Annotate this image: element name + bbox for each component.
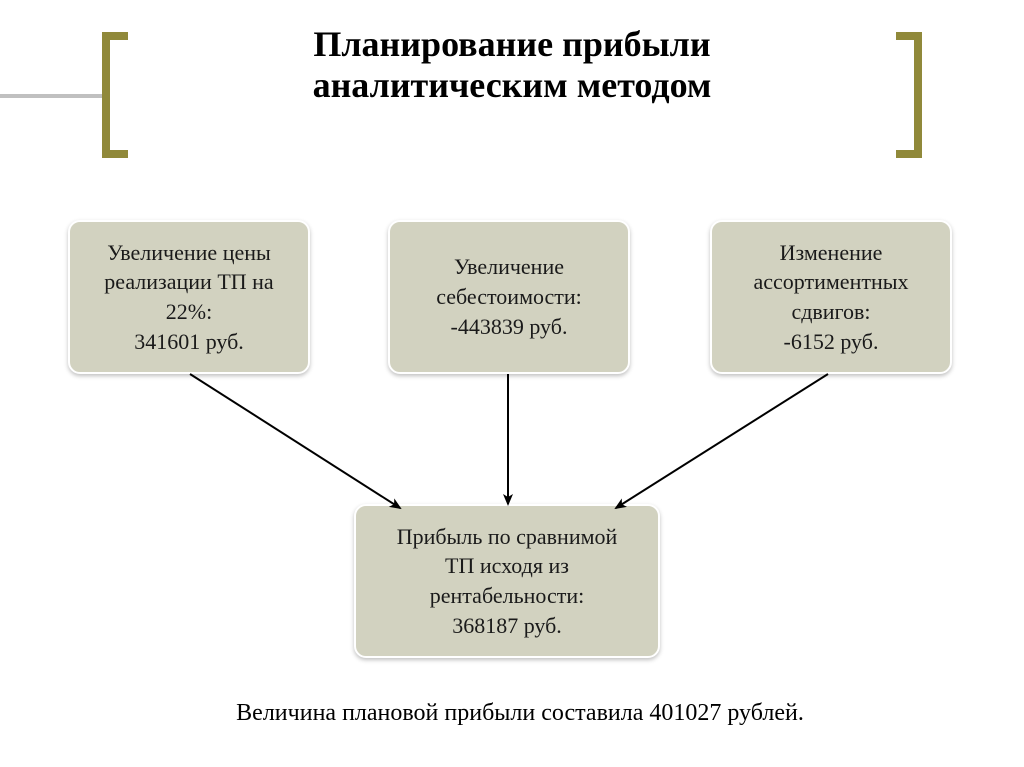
node-text: Увеличение цены <box>107 238 271 268</box>
node-text: Изменение <box>780 238 883 268</box>
node-price-increase: Увеличение цены реализации ТП на 22%: 34… <box>68 220 310 374</box>
node-profit-result: Прибыль по сравнимой ТП исходя из рентаб… <box>354 504 660 658</box>
node-text: рентабельности: <box>430 581 584 611</box>
node-text: себестоимости: <box>436 282 582 312</box>
node-text: 341601 руб. <box>134 327 244 357</box>
bracket-left-icon <box>102 32 128 158</box>
node-text: -6152 руб. <box>784 327 879 357</box>
node-text: -443839 руб. <box>451 312 568 342</box>
node-text: Прибыль по сравнимой <box>397 522 618 552</box>
node-text: ассортиментных <box>753 267 908 297</box>
node-cost-increase: Увеличение себестоимости: -443839 руб. <box>388 220 630 374</box>
node-text: 22%: <box>166 297 212 327</box>
node-assortment-change: Изменение ассортиментных сдвигов: -6152 … <box>710 220 952 374</box>
node-text: 368187 руб. <box>452 611 562 641</box>
title-line-2: аналитическим методом <box>313 65 712 105</box>
footer-text: Величина плановой прибыли составила 4010… <box>236 700 804 726</box>
node-text: Увеличение <box>454 252 564 282</box>
node-text: реализации ТП на <box>104 267 273 297</box>
node-text: сдвигов: <box>791 297 870 327</box>
page-title: Планирование прибыли аналитическим метод… <box>222 24 802 107</box>
footer-summary: Величина плановой прибыли составила 4010… <box>200 700 840 727</box>
node-text: ТП исходя из <box>445 551 569 581</box>
bracket-right-icon <box>896 32 922 158</box>
title-line-1: Планирование прибыли <box>313 24 710 64</box>
header-rule <box>0 94 104 98</box>
